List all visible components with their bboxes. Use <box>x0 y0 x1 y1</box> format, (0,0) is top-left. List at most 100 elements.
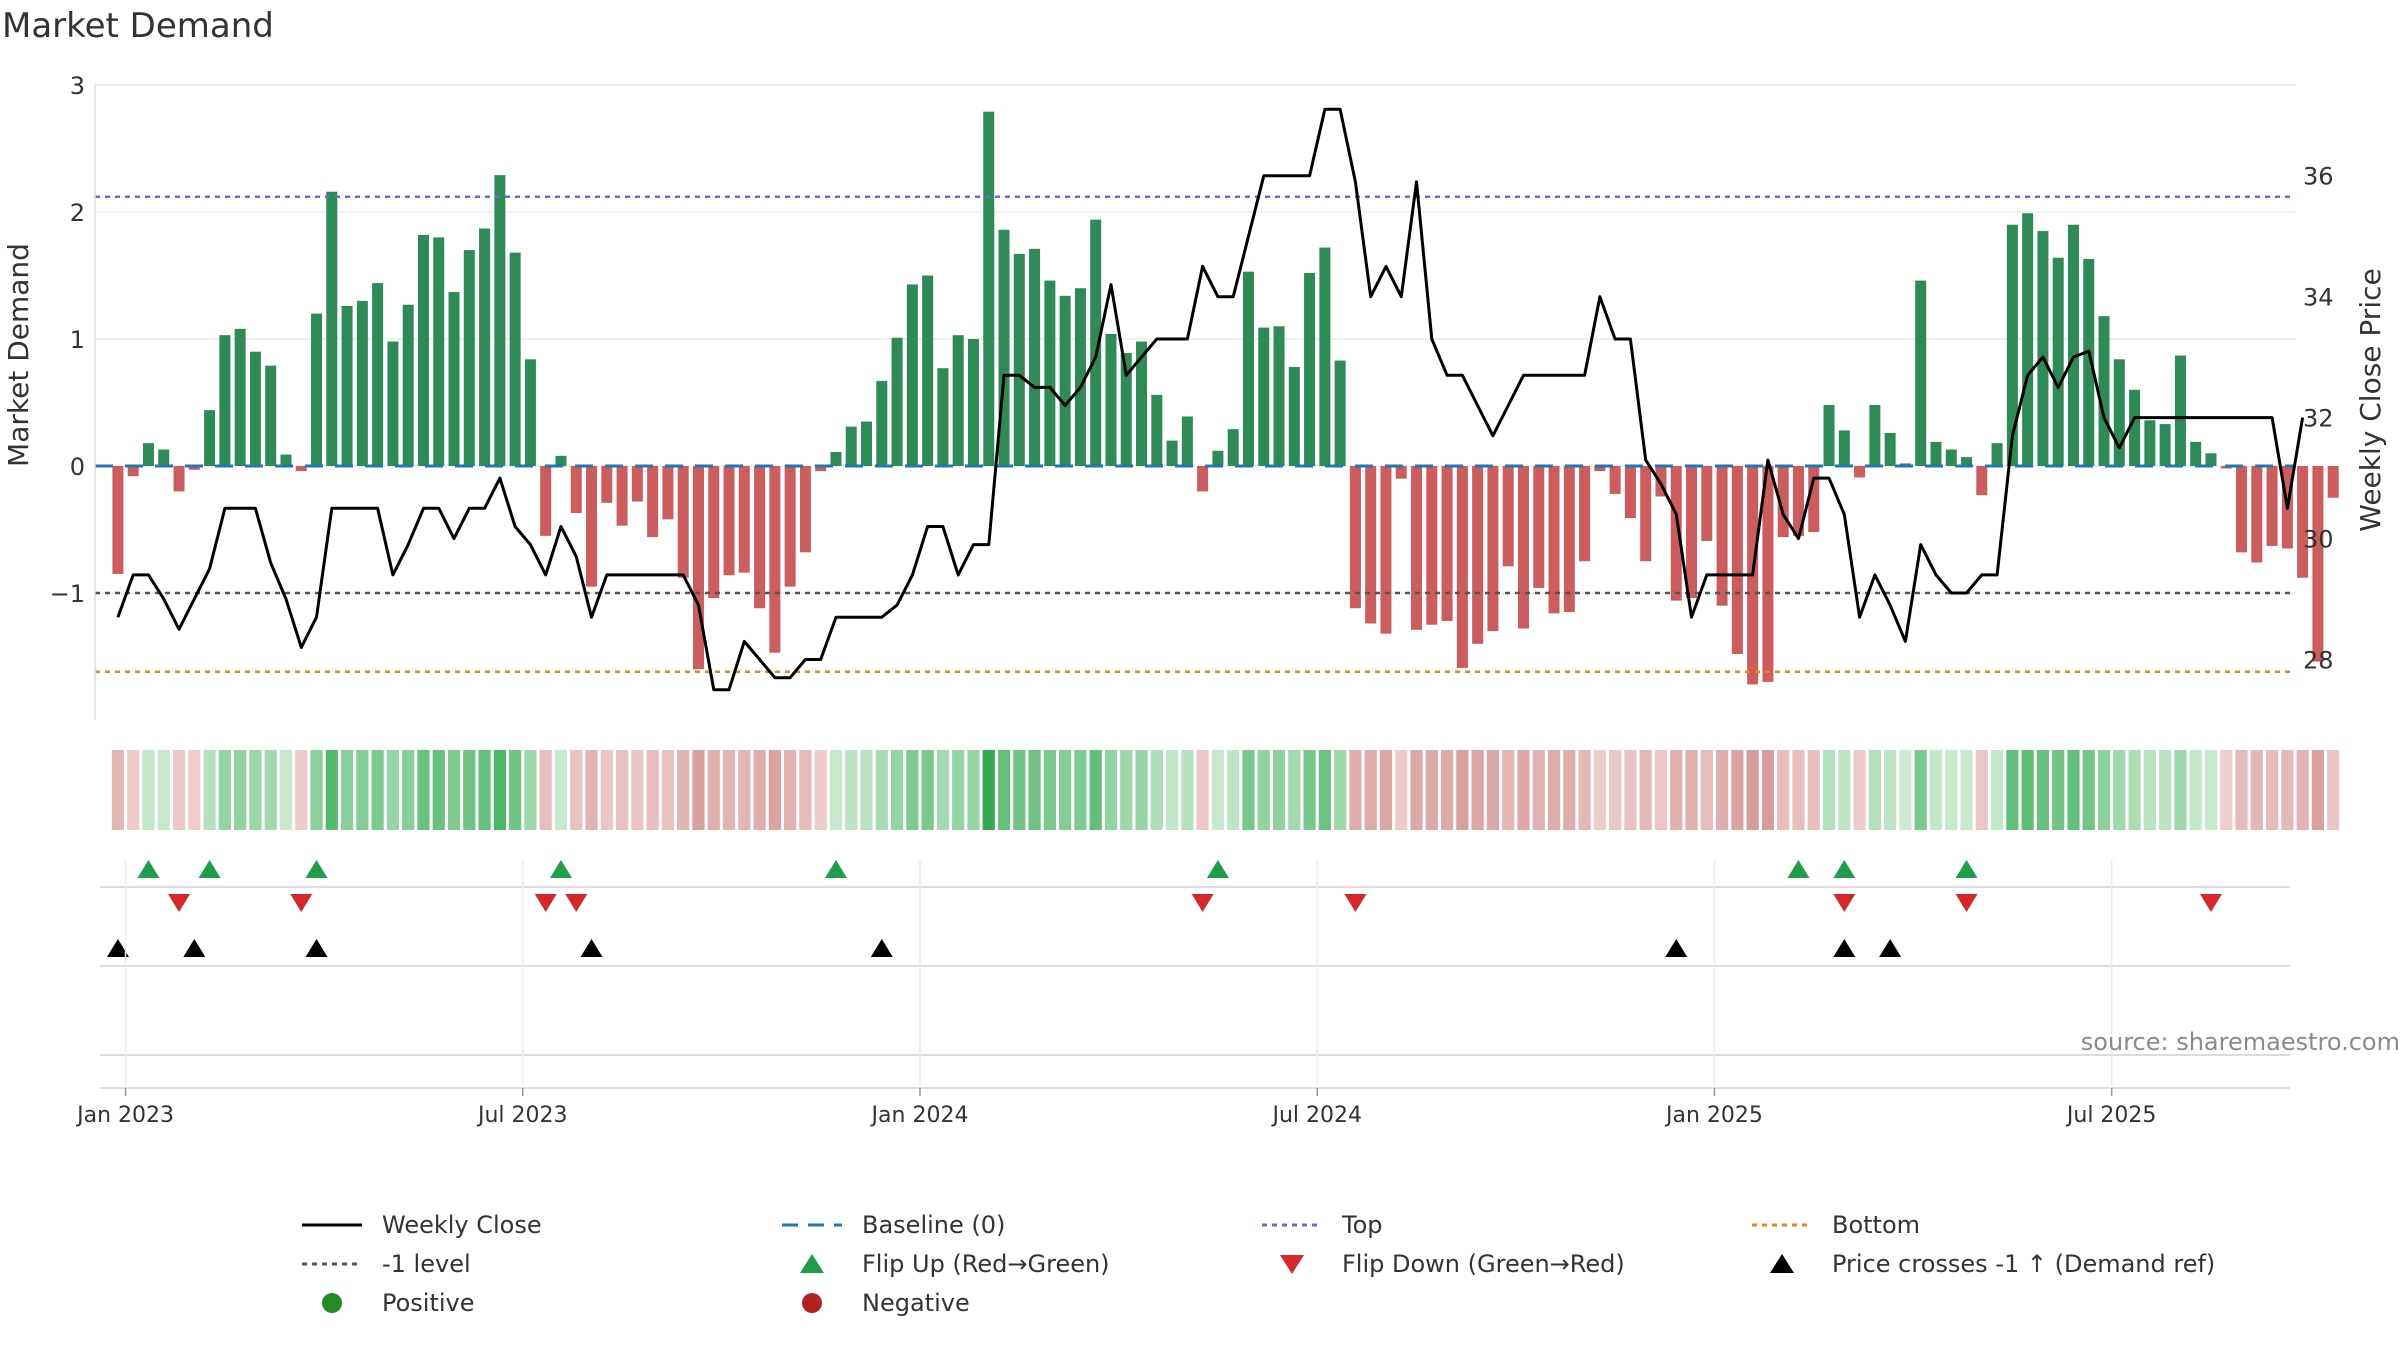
source-credit: source: sharemaestro.com <box>2081 1028 2400 1056</box>
heat-cell <box>188 750 201 830</box>
heat-cell <box>2235 750 2248 830</box>
demand-bar <box>1411 466 1423 630</box>
demand-bar <box>1136 341 1148 466</box>
demand-bar <box>1227 429 1239 466</box>
demand-bar <box>1120 352 1132 466</box>
demand-bar <box>112 466 124 574</box>
demand-bar <box>647 466 659 538</box>
heat-cell <box>493 750 506 830</box>
heat-cell <box>1593 750 1606 830</box>
heat-cell <box>203 750 216 830</box>
heat-cell <box>1792 750 1805 830</box>
demand-bar <box>188 466 200 470</box>
demand-bar <box>2052 257 2064 466</box>
heat-cell <box>1624 750 1637 830</box>
demand-bar <box>1686 466 1698 599</box>
demand-bar <box>769 466 781 653</box>
y-axis-label-right: Weekly Close Price <box>2354 268 2387 531</box>
heat-cell <box>1425 750 1438 830</box>
left-tick-label: 3 <box>70 72 85 100</box>
heat-cell <box>1654 750 1668 830</box>
demand-bar <box>1380 466 1392 634</box>
heat-cell <box>677 750 690 830</box>
demand-bar <box>387 341 399 466</box>
demand-bar <box>265 365 277 466</box>
demand-bar <box>1441 466 1453 621</box>
heat-cell <box>295 750 308 830</box>
heat-cell <box>279 750 293 830</box>
demand-bar <box>1670 466 1682 601</box>
demand-bar <box>1884 432 1896 466</box>
price-cross-marker <box>580 939 603 957</box>
demand-bar <box>906 284 918 466</box>
flip-up-marker <box>1955 860 1978 878</box>
heat-cell <box>1899 750 1912 830</box>
demand-bar <box>1258 327 1270 466</box>
demand-bar <box>1533 466 1545 588</box>
heat-cell <box>1486 750 1500 830</box>
demand-bar <box>1197 466 1209 492</box>
demand-bar <box>494 175 506 467</box>
right-tick-label: 36 <box>2303 163 2334 191</box>
demand-bar <box>983 111 995 467</box>
demand-bar <box>1273 326 1285 466</box>
heat-cell <box>2052 750 2065 830</box>
heat-cell <box>432 750 445 830</box>
demand-bar <box>372 283 384 466</box>
heat-cell <box>1502 750 1515 830</box>
heat-cell <box>402 750 415 830</box>
demand-bar <box>937 368 949 466</box>
demand-bar <box>1991 443 2003 466</box>
demand-bar <box>2022 213 2034 466</box>
heat-cell <box>157 750 170 830</box>
legend-item: Negative <box>780 1288 970 1318</box>
demand-bar <box>586 466 598 587</box>
heat-cell <box>509 750 522 830</box>
heat-cell <box>753 750 766 830</box>
legend-item: Flip Down (Green→Red) <box>1260 1249 1625 1279</box>
demand-bar <box>1792 466 1804 536</box>
heat-cell <box>1547 750 1561 830</box>
heat-cell <box>1303 750 1316 830</box>
heat-cell <box>234 750 247 830</box>
legend-item: -1 level <box>300 1249 471 1279</box>
price-cross-marker <box>1665 939 1688 957</box>
left-tick-label: −1 <box>50 580 85 608</box>
demand-bar <box>2205 453 2217 466</box>
heat-cell <box>1700 750 1713 830</box>
legend-item: Bottom <box>1750 1210 1920 1240</box>
demand-bar <box>1456 466 1468 668</box>
legend-swatch-icon <box>780 1210 844 1240</box>
flip-down-marker <box>168 894 191 912</box>
demand-bar <box>754 466 766 609</box>
heat-cell <box>2143 750 2156 830</box>
heat-cell <box>1028 750 1041 830</box>
chart-title: Market Demand <box>2 6 274 46</box>
heat-cell <box>111 750 125 830</box>
demand-bar <box>326 191 338 466</box>
demand-bar <box>463 250 475 466</box>
demand-bar <box>540 466 552 536</box>
heat-cell <box>1807 750 1820 830</box>
heat-cell <box>2067 750 2080 830</box>
x-tick-label: Jan 2023 <box>75 1103 174 1128</box>
heat-cell <box>1471 750 1484 830</box>
demand-bar <box>2251 466 2263 563</box>
demand-bar <box>1166 440 1178 466</box>
demand-heat-strip <box>111 750 2340 830</box>
demand-bar <box>784 466 796 587</box>
demand-bar <box>1151 394 1163 466</box>
legend-item: Price crosses -1 ↑ (Demand ref) <box>1750 1249 2215 1279</box>
heat-cell <box>1761 750 1775 830</box>
heat-cell <box>1013 750 1026 830</box>
heat-cell <box>2097 750 2111 830</box>
legend-swatch-icon <box>1260 1210 1324 1240</box>
heat-cell <box>1822 750 1836 830</box>
demand-bar <box>662 466 674 520</box>
flip-down-marker <box>290 894 313 912</box>
heat-cell <box>1685 750 1698 830</box>
heat-cell <box>1853 750 1866 830</box>
heat-cell <box>2204 750 2218 830</box>
heat-cell <box>1440 750 1454 830</box>
